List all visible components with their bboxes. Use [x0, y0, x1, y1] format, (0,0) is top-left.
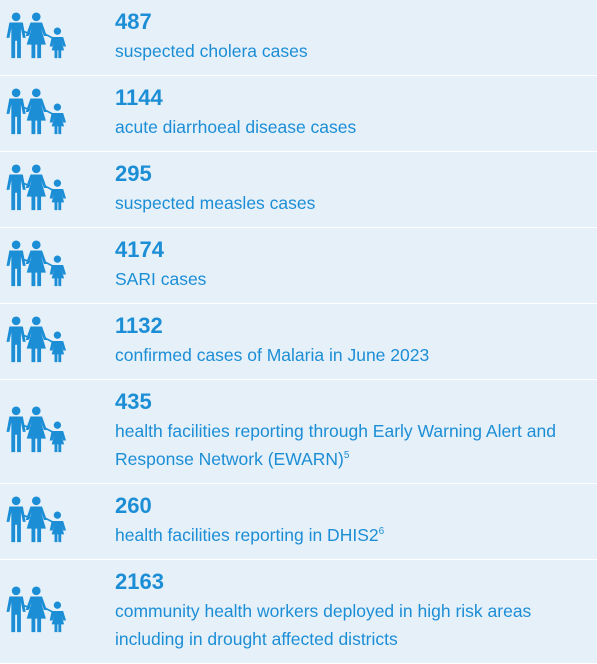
- indicator-row: 2163 community health workers deployed in…: [0, 560, 597, 664]
- footnote-mark: 6: [378, 526, 385, 538]
- family-pictogram: [4, 12, 82, 60]
- family-pictogram: [4, 496, 82, 544]
- indicator-description: health facilities reporting through Earl…: [115, 417, 597, 473]
- family-pictogram: [4, 406, 82, 454]
- family-pictogram: [4, 164, 82, 212]
- description-text: health facilities reporting through Earl…: [115, 421, 556, 469]
- family-pictogram: [4, 88, 82, 136]
- description-text: SARI cases: [115, 269, 207, 289]
- family-pictogram: [4, 240, 82, 288]
- indicator-text: 435 health facilities reporting through E…: [115, 387, 597, 473]
- indicator-row: 1132 confirmed cases of Malaria in June 2…: [0, 304, 597, 380]
- family-icon: [0, 240, 115, 288]
- indicator-description: health facilities reporting in DHIS26: [115, 521, 597, 549]
- family-icon: [0, 12, 115, 60]
- description-text: acute diarrhoeal disease cases: [115, 117, 357, 137]
- indicator-text: 295 suspected measles cases: [115, 159, 597, 217]
- indicator-number: 260: [115, 493, 152, 518]
- family-icon: [0, 316, 115, 364]
- indicator-row: 1144 acute diarrhoeal disease cases: [0, 76, 597, 152]
- indicator-number: 487: [115, 9, 152, 34]
- indicator-row: 260 health facilities reporting in DHIS26: [0, 484, 597, 560]
- indicator-description: SARI cases: [115, 265, 597, 293]
- family-icon: [0, 88, 115, 136]
- indicator-number: 295: [115, 161, 152, 186]
- indicator-number: 1144: [115, 85, 163, 110]
- description-text: suspected measles cases: [115, 193, 316, 213]
- description-text: suspected cholera cases: [115, 41, 308, 61]
- description-text: confirmed cases of Malaria in June 2023: [115, 345, 430, 365]
- family-pictogram: [4, 316, 82, 364]
- indicator-description: suspected measles cases: [115, 189, 597, 217]
- indicator-text: 487 suspected cholera cases: [115, 7, 597, 65]
- indicator-description: suspected cholera cases: [115, 37, 597, 65]
- indicator-text: 2163 community health workers deployed in…: [115, 567, 597, 653]
- indicator-text: 1132 confirmed cases of Malaria in June 2…: [115, 311, 597, 369]
- description-text: health facilities reporting in DHIS2: [115, 525, 379, 545]
- indicator-text: 260 health facilities reporting in DHIS26: [115, 491, 597, 549]
- family-icon: [0, 406, 115, 454]
- indicator-number: 435: [115, 389, 152, 414]
- indicator-number: 1132: [115, 313, 163, 338]
- indicator-row: 435 health facilities reporting through E…: [0, 380, 597, 484]
- indicator-text: 1144 acute diarrhoeal disease cases: [115, 83, 597, 141]
- indicator-description: community health workers deployed in hig…: [115, 597, 597, 653]
- family-icon: [0, 586, 115, 634]
- footnote-mark: 5: [343, 450, 350, 462]
- indicator-text: 4174 SARI cases: [115, 235, 597, 293]
- description-text: community health workers deployed in hig…: [115, 601, 532, 649]
- indicator-number: 4174: [115, 237, 164, 262]
- family-icon: [0, 164, 115, 212]
- indicator-row: 487 suspected cholera cases: [0, 0, 597, 76]
- indicator-row: 295 suspected measles cases: [0, 152, 597, 228]
- family-pictogram: [4, 586, 82, 634]
- indicator-number: 2163: [115, 569, 164, 594]
- indicator-description: confirmed cases of Malaria in June 2023: [115, 341, 597, 369]
- indicator-row: 4174 SARI cases: [0, 228, 597, 304]
- family-icon: [0, 496, 115, 544]
- indicator-description: acute diarrhoeal disease cases: [115, 113, 597, 141]
